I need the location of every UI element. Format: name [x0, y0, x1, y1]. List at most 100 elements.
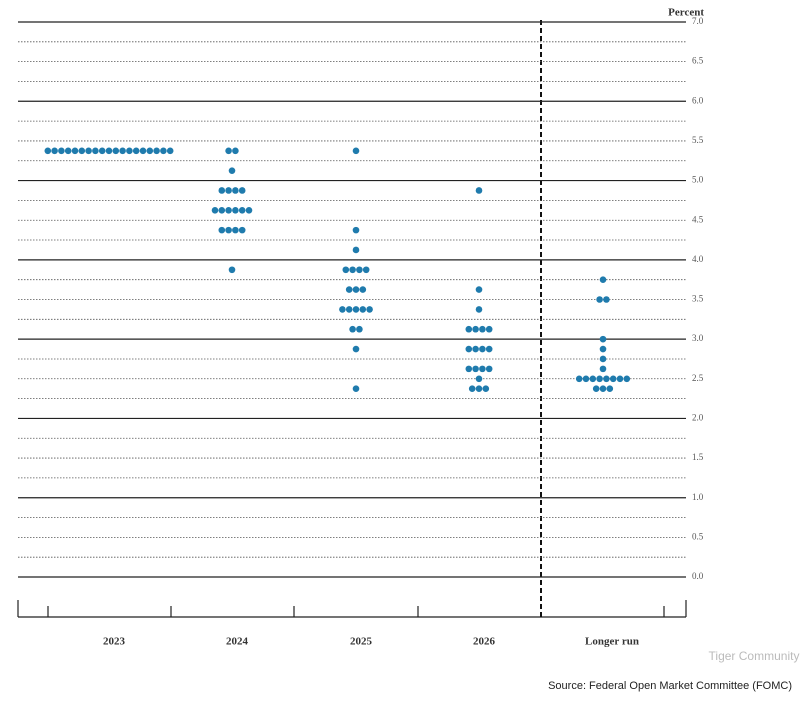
dot	[475, 385, 483, 392]
dot	[92, 147, 99, 155]
dot	[71, 147, 79, 155]
y-tick-label: 0.0	[692, 571, 704, 581]
dot	[112, 147, 120, 155]
watermark: Tiger Community	[709, 649, 800, 663]
y-tick-label: 1.0	[692, 492, 704, 502]
dot	[349, 325, 356, 333]
dot	[589, 375, 597, 383]
dot	[339, 306, 346, 313]
dot	[592, 385, 600, 392]
x-axis	[17, 600, 687, 618]
y-tick-label: 3.0	[692, 333, 704, 343]
dot	[606, 385, 614, 392]
dot	[51, 147, 58, 155]
dot	[479, 365, 486, 373]
dot	[146, 147, 154, 155]
dot	[105, 147, 113, 155]
dot	[465, 325, 473, 333]
dot	[596, 375, 603, 383]
dot	[475, 187, 483, 194]
y-tick-label: 7.0	[692, 16, 704, 26]
x-tick-label: 2026	[473, 636, 496, 648]
dot	[465, 365, 473, 373]
dot	[352, 306, 360, 313]
dot	[232, 207, 239, 214]
dot	[582, 375, 590, 383]
dot	[225, 207, 232, 214]
dot	[238, 207, 246, 214]
dot	[342, 266, 350, 274]
dot	[132, 147, 140, 155]
dot	[479, 345, 486, 353]
dot	[98, 147, 106, 155]
y-tick-label: 0.5	[692, 531, 704, 541]
dot	[575, 375, 583, 383]
dot	[238, 187, 246, 194]
y-tick-label: 5.5	[692, 135, 704, 145]
dot	[345, 306, 353, 313]
dot	[85, 147, 92, 155]
dot	[356, 266, 363, 274]
dot	[603, 375, 610, 383]
dot	[225, 187, 232, 194]
dot	[485, 365, 493, 373]
dot	[468, 385, 476, 392]
dot	[352, 286, 360, 293]
dot	[599, 335, 607, 343]
dot	[472, 345, 479, 353]
dot	[599, 355, 607, 363]
dot	[472, 325, 479, 333]
y-tick-label: 4.0	[692, 254, 704, 264]
dot	[64, 147, 72, 155]
dot	[356, 325, 363, 333]
dot	[44, 147, 52, 155]
dot	[225, 147, 232, 155]
y-tick-label: 2.5	[692, 373, 704, 383]
dot	[609, 375, 617, 383]
x-tick-label: Longer run	[585, 636, 639, 648]
dot	[479, 325, 486, 333]
x-tick-label: 2025	[350, 636, 373, 648]
dot	[352, 147, 360, 155]
y-tick-label: 4.5	[692, 214, 704, 224]
dot	[599, 345, 607, 353]
dot	[352, 345, 360, 353]
source: Source: Federal Open Market Committee (F…	[548, 680, 792, 692]
x-tick-label: 2024	[226, 636, 249, 648]
dot	[225, 226, 232, 234]
dot	[599, 385, 607, 392]
dot	[352, 385, 360, 392]
dot	[166, 147, 174, 155]
dot	[359, 306, 367, 313]
dot	[603, 296, 610, 303]
dot	[232, 226, 239, 234]
dot	[218, 207, 226, 214]
dot	[485, 345, 493, 353]
dot	[139, 147, 147, 155]
dot	[232, 147, 239, 155]
dot	[228, 167, 236, 174]
dot	[245, 207, 253, 214]
dot	[362, 266, 370, 274]
y-tick-label: 2.0	[692, 412, 704, 422]
y-tick-label: 1.5	[692, 452, 704, 462]
dot	[623, 375, 631, 383]
y-tick-label: 6.5	[692, 56, 704, 66]
dot	[349, 266, 356, 274]
dot	[160, 147, 167, 155]
dot	[211, 207, 219, 214]
dot	[352, 226, 360, 234]
dot	[359, 286, 367, 293]
dot	[475, 306, 483, 313]
dot	[238, 226, 246, 234]
dot	[475, 286, 483, 293]
dot	[596, 296, 603, 303]
dot	[126, 147, 133, 155]
y-tick-label: 5.0	[692, 175, 704, 185]
dot	[78, 147, 86, 155]
dot	[345, 286, 353, 293]
y-axis-title: Percent	[668, 7, 704, 19]
dot	[58, 147, 65, 155]
